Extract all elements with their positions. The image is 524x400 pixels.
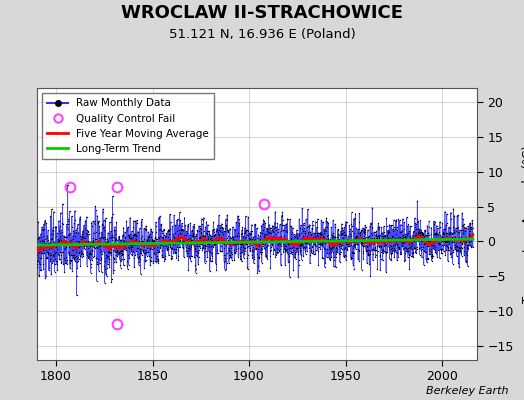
Text: WROCLAW II-STRACHOWICE: WROCLAW II-STRACHOWICE xyxy=(121,4,403,22)
Text: 51.121 N, 16.936 E (Poland): 51.121 N, 16.936 E (Poland) xyxy=(169,28,355,41)
Text: Berkeley Earth: Berkeley Earth xyxy=(426,386,508,396)
Legend: Raw Monthly Data, Quality Control Fail, Five Year Moving Average, Long-Term Tren: Raw Monthly Data, Quality Control Fail, … xyxy=(42,93,214,159)
Y-axis label: Temperature Anomaly (°C): Temperature Anomaly (°C) xyxy=(522,145,524,303)
